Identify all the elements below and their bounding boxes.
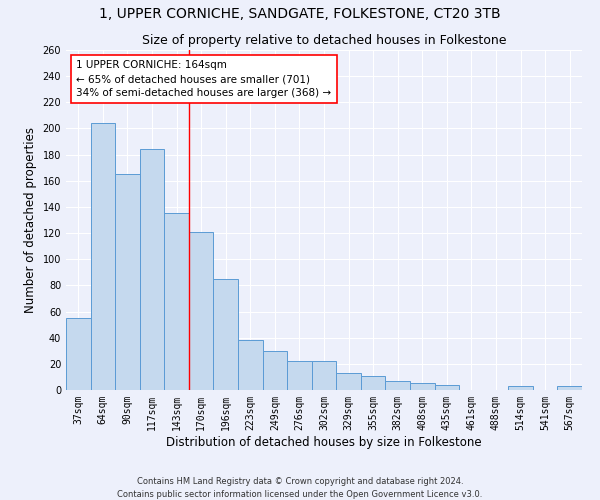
Bar [115, 174, 140, 390]
Bar [557, 386, 582, 390]
Text: Contains HM Land Registry data © Crown copyright and database right 2024.
Contai: Contains HM Land Registry data © Crown c… [118, 477, 482, 499]
Y-axis label: Number of detached properties: Number of detached properties [24, 127, 37, 313]
Bar [434, 385, 459, 390]
Text: 1 UPPER CORNICHE: 164sqm
← 65% of detached houses are smaller (701)
34% of semi-: 1 UPPER CORNICHE: 164sqm ← 65% of detach… [76, 60, 331, 98]
Bar [238, 340, 263, 390]
Bar [410, 384, 434, 390]
Bar [287, 361, 312, 390]
Bar [312, 361, 336, 390]
Title: Size of property relative to detached houses in Folkestone: Size of property relative to detached ho… [142, 34, 506, 48]
Bar [508, 386, 533, 390]
Bar [263, 351, 287, 390]
Bar [91, 123, 115, 390]
Bar [189, 232, 214, 390]
Bar [336, 373, 361, 390]
Bar [66, 318, 91, 390]
Bar [140, 150, 164, 390]
X-axis label: Distribution of detached houses by size in Folkestone: Distribution of detached houses by size … [166, 436, 482, 448]
Bar [361, 376, 385, 390]
Bar [164, 214, 189, 390]
Bar [214, 279, 238, 390]
Text: 1, UPPER CORNICHE, SANDGATE, FOLKESTONE, CT20 3TB: 1, UPPER CORNICHE, SANDGATE, FOLKESTONE,… [99, 8, 501, 22]
Bar [385, 381, 410, 390]
